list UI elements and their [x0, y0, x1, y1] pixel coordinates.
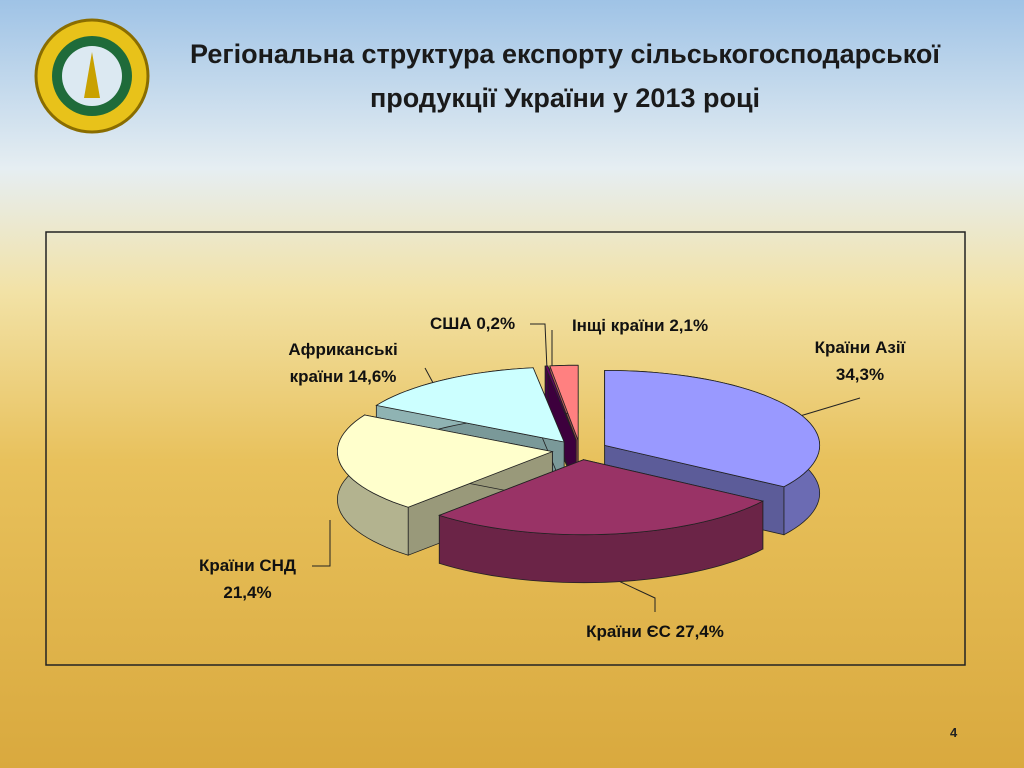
category-label: Країни СНД: [198, 556, 297, 575]
data-label: Країни ЄС 27,4%: [545, 618, 765, 645]
slice-top: [549, 364, 579, 441]
value-label: 2,1%: [669, 316, 709, 335]
slide-title: Регіональна структура експорту сільськог…: [189, 39, 941, 113]
slice-top: [544, 365, 577, 441]
category-label: Інщі країни: [571, 316, 665, 335]
category-label: Країни ЄС: [586, 622, 671, 641]
value-label: 21,4%: [223, 583, 272, 602]
pie: [336, 364, 821, 584]
category-label: США: [429, 314, 472, 333]
data-label: Інщі країни 2,1%: [550, 312, 730, 339]
value-label: 34,3%: [835, 365, 885, 384]
value-label: 14,6%: [348, 367, 397, 386]
value-label: 27,4%: [675, 622, 724, 641]
slice-top: [375, 367, 565, 443]
value-label: 0,2%: [476, 314, 516, 333]
data-label: Країни Азії 34,3%: [800, 334, 920, 388]
data-label: Африканські країни 14,6%: [268, 336, 418, 390]
slice-top: [336, 414, 554, 508]
slice-top: [604, 369, 821, 488]
data-label: Країни СНД 21,4%: [185, 552, 310, 606]
chart-frame: [45, 231, 966, 666]
category-label: Африканські країни: [288, 340, 398, 386]
slice-top: [438, 459, 765, 536]
data-label: США 0,2%: [410, 310, 535, 337]
category-label: Країни Азії: [814, 338, 906, 357]
page-number: 4: [950, 725, 958, 740]
logo: [34, 18, 150, 134]
slice: [438, 459, 765, 584]
